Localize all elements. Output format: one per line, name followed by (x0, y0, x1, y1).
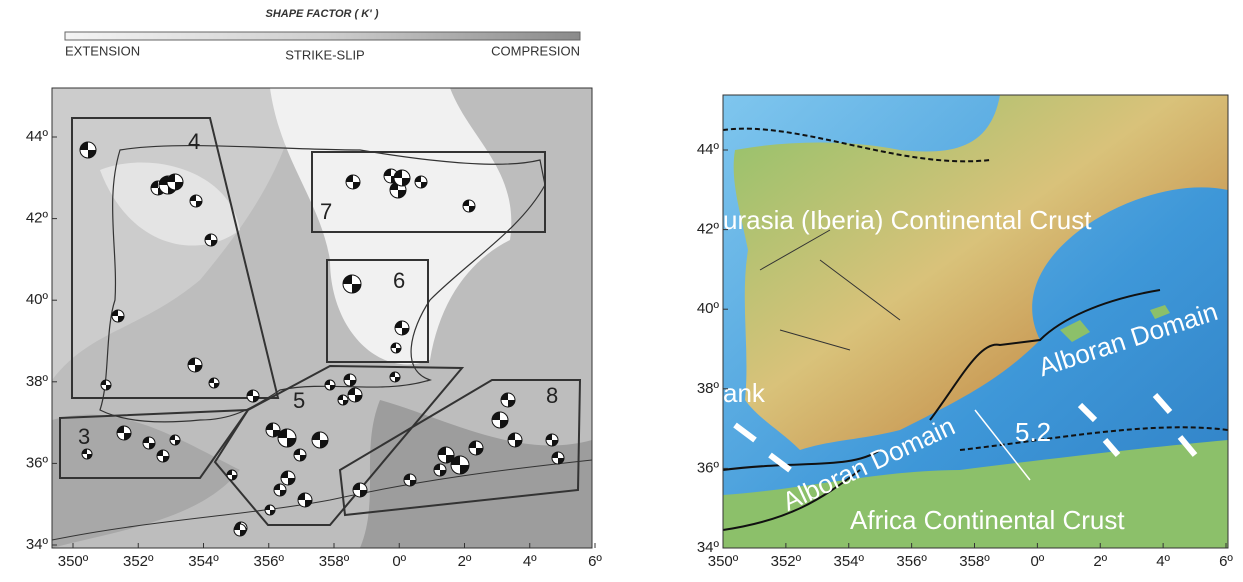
x-tick-label: 2º (1093, 553, 1107, 570)
focal-mechanism (346, 175, 360, 189)
focal-mechanism (391, 343, 401, 353)
legend-bar (65, 32, 580, 40)
focal-mechanism (404, 474, 416, 486)
focal-mechanism (234, 524, 246, 536)
focal-mechanism (298, 493, 312, 507)
region-label: 6 (393, 268, 405, 293)
region-label: 4 (188, 129, 200, 154)
y-tick-label: 42º (26, 210, 49, 227)
focal-mechanism (157, 450, 169, 462)
x-tick-label: 350º (58, 553, 89, 570)
map-label: 5.2 (1015, 417, 1051, 447)
y-tick-label: 38º (26, 373, 49, 390)
focal-mechanism (394, 170, 410, 186)
left-panel: SHAPE FACTOR ( K' ) EXTENSION STRIKE-SLI… (26, 8, 603, 570)
focal-mechanism (167, 174, 183, 190)
focal-mechanism (325, 380, 335, 390)
legend-label: STRIKE-SLIP (285, 47, 364, 62)
focal-mechanism (227, 470, 237, 480)
x-tick-label: 350º (708, 553, 739, 570)
focal-mechanism (209, 378, 219, 388)
y-tick-label: 44º (697, 141, 720, 158)
focal-mechanism (117, 426, 131, 440)
focal-mechanism (170, 435, 180, 445)
legend-label: EXTENSION (65, 43, 140, 58)
map-label: Africa Continental Crust (850, 505, 1125, 535)
focal-mechanism (143, 437, 155, 449)
y-tick-label: 40º (697, 300, 720, 317)
x-tick-label: 356º (253, 553, 284, 570)
region-label: 8 (546, 383, 558, 408)
focal-mechanism (434, 464, 446, 476)
x-tick-label: 352º (123, 553, 154, 570)
x-tick-label: 356º (896, 553, 927, 570)
focal-mechanism (463, 200, 475, 212)
y-tick-label: 44º (26, 128, 49, 145)
focal-mechanism (112, 310, 124, 322)
figure: SHAPE FACTOR ( K' ) EXTENSION STRIKE-SLI… (0, 0, 1243, 577)
focal-mechanism (294, 449, 306, 461)
focal-mechanism (501, 393, 515, 407)
y-tick-label: 34º (26, 536, 49, 553)
focal-mechanism (281, 471, 295, 485)
y-tick-label: 42º (697, 221, 720, 238)
x-tick-label: 2º (458, 553, 472, 570)
focal-mechanism (343, 275, 361, 293)
x-tick-label: 354º (833, 553, 864, 570)
x-tick-label: 6º (588, 553, 602, 570)
x-tick-label: 0º (1030, 553, 1044, 570)
focal-mechanism (101, 380, 111, 390)
region-label: 7 (320, 199, 332, 224)
focal-mechanism (415, 176, 427, 188)
x-tick-label: 352º (771, 553, 802, 570)
focal-mechanism (80, 142, 96, 158)
focal-mechanism (348, 388, 362, 402)
focal-mechanism (451, 456, 469, 474)
y-tick-label: 40º (26, 291, 49, 308)
y-tick-label: 36º (697, 459, 720, 476)
focal-mechanism (338, 395, 348, 405)
focal-mechanism (552, 452, 564, 464)
map-label: ank (723, 378, 766, 408)
focal-mechanism (205, 234, 217, 246)
focal-mechanism (274, 484, 286, 496)
focal-mechanism (508, 433, 522, 447)
focal-mechanism (82, 449, 92, 459)
x-tick-label: 358º (319, 553, 350, 570)
focal-mechanism (390, 372, 400, 382)
focal-mechanism (278, 429, 296, 447)
focal-mechanism (188, 358, 202, 372)
focal-mechanism (312, 432, 328, 448)
legend-label: COMPRESION (491, 43, 580, 58)
x-tick-label: 6º (1219, 553, 1233, 570)
map-label: urasia (Iberia) Continental Crust (723, 205, 1092, 235)
legend-title: SHAPE FACTOR ( K' ) (265, 8, 378, 20)
focal-mechanism (266, 423, 280, 437)
focal-mechanism (190, 195, 202, 207)
focal-mechanism (395, 321, 409, 335)
focal-mechanism (546, 434, 558, 446)
focal-mechanism (247, 390, 259, 402)
region-label: 5 (293, 388, 305, 413)
x-tick-label: 4º (523, 553, 537, 570)
x-tick-label: 0º (392, 553, 406, 570)
focal-mechanism (353, 483, 367, 497)
y-tick-label: 38º (697, 380, 720, 397)
y-tick-label: 36º (26, 454, 49, 471)
region-label: 3 (78, 424, 90, 449)
x-tick-label: 354º (188, 553, 219, 570)
x-tick-label: 4º (1156, 553, 1170, 570)
focal-mechanism (265, 505, 275, 515)
focal-mechanism (469, 441, 483, 455)
x-tick-label: 358º (959, 553, 990, 570)
focal-mechanism (492, 412, 508, 428)
right-panel: urasia (Iberia) Continental Crust Albora… (697, 95, 1234, 570)
focal-mechanism (344, 374, 356, 386)
